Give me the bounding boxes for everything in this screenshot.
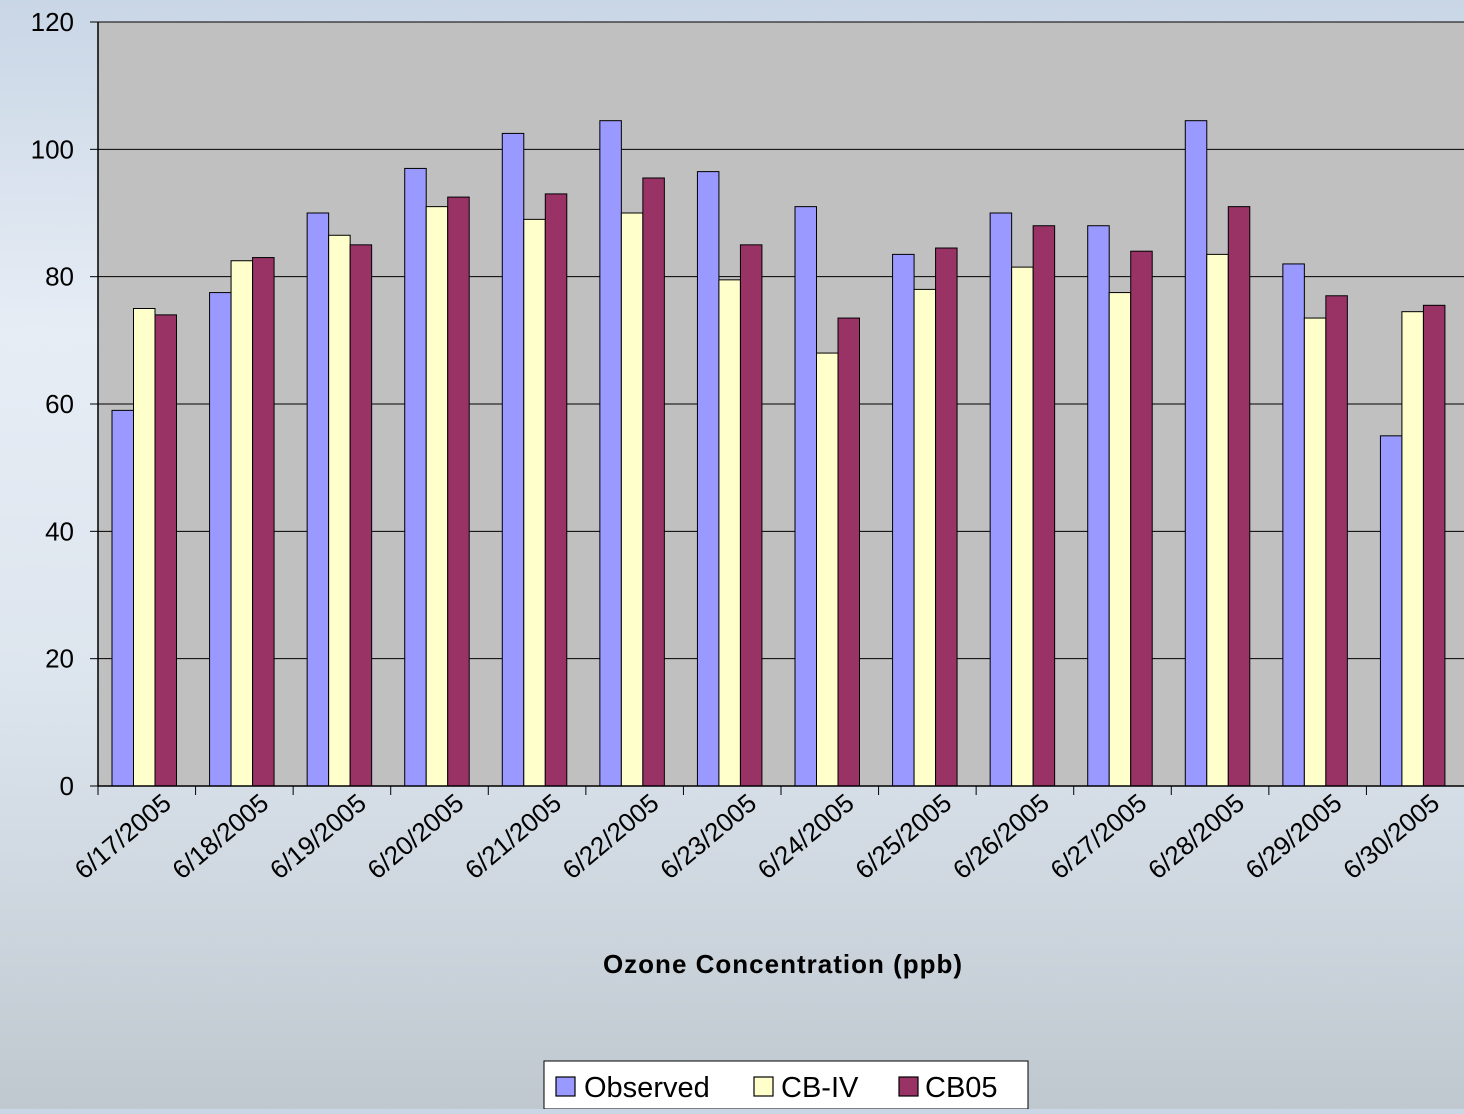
legend-swatch xyxy=(753,1076,774,1097)
legend-box xyxy=(543,1060,1029,1110)
bar-cb05 xyxy=(447,196,470,787)
x-tick-label: 6/21/2005 xyxy=(459,788,567,885)
bar-cb-iv xyxy=(1206,253,1229,787)
bar-observed xyxy=(1184,120,1208,787)
x-tick-label: 6/29/2005 xyxy=(1240,788,1348,885)
y-tick-label: 80 xyxy=(45,262,74,292)
legend-entry-label: CB05 xyxy=(925,1072,998,1104)
bar-cb-iv xyxy=(1401,311,1424,787)
x-tick-labels: 6/17/20056/18/20056/19/20056/20/20056/21… xyxy=(69,788,1445,885)
x-tick-label: 6/17/2005 xyxy=(69,788,177,885)
y-tick-label: 20 xyxy=(45,644,74,674)
bar-cb05 xyxy=(544,193,568,787)
x-tick-label: 6/30/2005 xyxy=(1337,788,1445,885)
bar-cb05 xyxy=(1032,225,1056,787)
bar-cb-iv xyxy=(1303,317,1327,787)
bar-cb-iv xyxy=(1011,266,1034,787)
bar-cb-iv xyxy=(913,288,937,787)
bar-observed xyxy=(892,253,915,787)
legend-swatch xyxy=(898,1076,919,1097)
bar-observed xyxy=(794,206,817,787)
bar-cb05 xyxy=(252,257,275,787)
x-tick-label: 6/23/2005 xyxy=(654,788,762,885)
bar-cb-iv xyxy=(1108,292,1132,787)
bar-cb-iv xyxy=(425,206,449,787)
bar-cb05 xyxy=(1130,250,1153,787)
bar-observed xyxy=(501,132,525,787)
bar-observed xyxy=(1379,435,1403,787)
y-tick-label: 120 xyxy=(31,7,74,37)
bar-observed xyxy=(209,292,232,787)
bar-cb-iv xyxy=(328,234,351,787)
x-tick-label: 6/18/2005 xyxy=(166,788,274,885)
legend: Observed CB-IV CB05 xyxy=(543,1060,1029,1110)
bar-cb05 xyxy=(349,244,373,787)
bar-cb-iv xyxy=(718,279,741,787)
bar-cb05 xyxy=(1227,206,1251,787)
y-tick-label: 40 xyxy=(45,516,74,546)
legend-entry-label: Observed xyxy=(584,1072,710,1104)
bar-cb-iv xyxy=(230,260,254,787)
x-tick-label: 6/20/2005 xyxy=(361,788,469,885)
bar-cb-iv xyxy=(816,352,839,787)
x-tick-label: 6/28/2005 xyxy=(1142,788,1250,885)
x-tick-label: 6/19/2005 xyxy=(264,788,372,885)
legend-entry-label: CB-IV xyxy=(781,1072,859,1104)
bar-cb-iv xyxy=(620,212,644,787)
x-tick-label: 6/25/2005 xyxy=(849,788,957,885)
bar-cb05 xyxy=(837,317,860,787)
y-tick-label: 100 xyxy=(31,134,74,164)
bar-observed xyxy=(404,167,427,787)
bar-observed xyxy=(989,212,1013,787)
bar-observed xyxy=(111,409,134,787)
bar-cb05 xyxy=(935,247,958,787)
bar-cb05 xyxy=(1325,295,1348,787)
y-tick-label: 0 xyxy=(60,771,74,801)
bars xyxy=(111,120,1446,787)
bar-cb05 xyxy=(739,244,763,787)
y-tick-label: 60 xyxy=(45,389,74,419)
x-tick-label: 6/24/2005 xyxy=(752,788,860,885)
bar-cb-iv xyxy=(523,218,546,787)
x-tick-label: 6/26/2005 xyxy=(947,788,1055,885)
legend-swatch xyxy=(555,1076,576,1097)
bar-observed xyxy=(306,212,330,787)
bar-cb-iv xyxy=(133,308,156,787)
x-tick-label: 6/22/2005 xyxy=(557,788,665,885)
y-tick-labels: 0 20 40 60 80 100 120 xyxy=(31,7,74,801)
bar-observed xyxy=(696,171,720,787)
axes xyxy=(97,22,1464,795)
bar-cb05 xyxy=(154,314,177,787)
x-tick-label: 6/27/2005 xyxy=(1044,788,1152,885)
bar-cb05 xyxy=(642,177,665,787)
x-axis-title: Ozone Concentration (ppb) xyxy=(603,949,963,979)
bar-observed xyxy=(1087,225,1110,787)
bar-observed xyxy=(599,120,622,787)
bar-observed xyxy=(1282,263,1305,787)
bar-cb05 xyxy=(1422,304,1446,787)
